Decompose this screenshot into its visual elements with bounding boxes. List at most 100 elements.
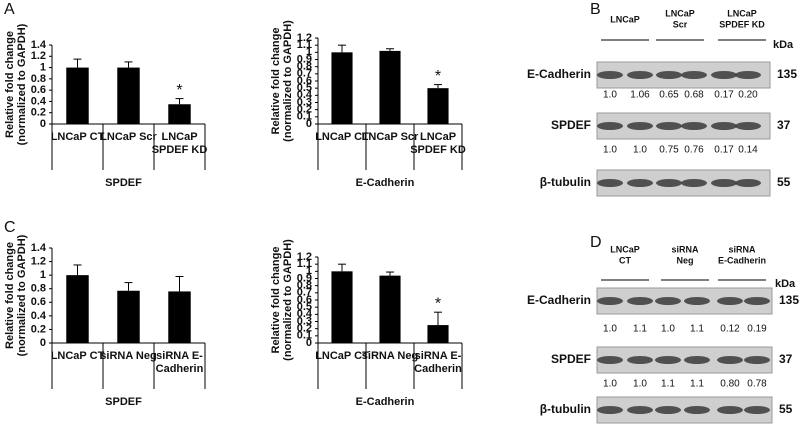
band-quantification: 1.1 — [661, 379, 675, 390]
y-tick-label: 1.2 — [31, 50, 46, 62]
blot-band — [656, 122, 682, 130]
bar — [379, 275, 401, 343]
blot-band — [744, 297, 770, 305]
band-quantification: 1.1 — [690, 324, 704, 335]
bar — [379, 50, 401, 124]
blot-band — [597, 406, 623, 414]
blot-band — [735, 71, 761, 79]
y-axis-label: Relative fold change — [4, 242, 16, 349]
blot-band — [655, 406, 681, 414]
molecular-weight: 135 — [779, 293, 799, 307]
unit-label: kDa — [773, 39, 794, 51]
bar — [427, 325, 449, 343]
y-tick-label: 1.2 — [31, 255, 46, 267]
band-quantification: 1.0 — [633, 145, 647, 156]
band-quantification: 0.76 — [684, 145, 704, 156]
blot-band — [711, 71, 737, 79]
x-tick-label: Cadherin — [414, 363, 462, 375]
molecular-weight: 135 — [777, 67, 797, 81]
lane-group-label: CT — [619, 255, 631, 265]
panel-label: A — [4, 1, 15, 18]
y-tick-label: 0.8 — [31, 73, 46, 85]
bar — [117, 67, 140, 124]
y-tick-label: 0 — [306, 337, 312, 349]
y-tick-label: 0 — [40, 118, 46, 130]
x-tick-label: siRNA E- — [156, 350, 203, 362]
blot-band — [711, 179, 737, 187]
blot-band — [744, 406, 770, 414]
blot-row-label: E-Cadherin — [527, 67, 591, 81]
y-tick-label: 0.9 — [297, 53, 312, 65]
x-tick-label: LNCaP — [161, 131, 197, 143]
y-tick-label: 1.1 — [297, 258, 312, 270]
blot-band — [656, 179, 682, 187]
y-tick-label: 1 — [306, 265, 312, 277]
y-tick-label: 0.4 — [31, 310, 47, 322]
y-tick-label: 0.6 — [297, 75, 312, 87]
band-quantification: 0.65 — [659, 90, 679, 101]
band-quantification: 0.75 — [659, 145, 679, 156]
blot-band — [627, 71, 653, 79]
y-tick-label: 1.4 — [31, 39, 47, 51]
band-quantification: 0.12 — [720, 324, 740, 335]
y-tick-label: 0.7 — [297, 68, 312, 80]
y-axis-label: Relative fold change — [4, 31, 16, 138]
y-tick-label: 0 — [306, 118, 312, 130]
blot-band — [744, 356, 770, 364]
x-tick-label: siRNA Neg — [100, 350, 156, 362]
y-tick-label: 0.8 — [297, 61, 312, 73]
y-tick-label: 0.7 — [297, 287, 312, 299]
blot-band — [684, 297, 710, 305]
blot-band — [711, 122, 737, 130]
y-tick-label: 0.8 — [31, 283, 46, 295]
annotation: * — [435, 295, 441, 312]
blot-band — [717, 356, 743, 364]
band-quantification: 0.80 — [720, 379, 740, 390]
bar — [331, 271, 353, 343]
band-quantification: 0.17 — [714, 145, 734, 156]
blot-row-label: β-tubulin — [540, 402, 591, 416]
lane-group-label: LNCaP — [610, 14, 640, 24]
y-axis-label: (normalized to GAPDH) — [16, 234, 28, 356]
molecular-weight: 55 — [779, 402, 793, 416]
blot-band — [735, 122, 761, 130]
band-quantification: 0.14 — [738, 145, 758, 156]
x-tick-label: Cadherin — [156, 363, 204, 375]
molecular-weight: 37 — [777, 118, 791, 132]
bar — [168, 104, 191, 124]
x-axis-label: SPDEF — [105, 396, 142, 408]
band-quantification: 0.19 — [747, 324, 767, 335]
y-tick-label: 1.1 — [297, 39, 312, 51]
y-tick-label: 0.4 — [31, 95, 47, 107]
y-axis-label: Relative fold change — [270, 247, 282, 354]
band-quantification: 0.68 — [684, 90, 704, 101]
unit-label: kDa — [775, 278, 796, 290]
blot-band — [717, 297, 743, 305]
y-tick-label: 0.5 — [297, 301, 312, 313]
blot-band — [597, 297, 623, 305]
x-tick-label: LNCaP CT — [315, 131, 369, 143]
x-tick-label: siRNA E- — [415, 350, 462, 362]
blot-band — [627, 406, 653, 414]
blot-band — [681, 122, 707, 130]
y-tick-label: 0.2 — [31, 107, 46, 119]
y-tick-label: 1 — [40, 269, 46, 281]
lane-group-label: siRNA — [728, 244, 756, 254]
y-tick-label: 0.4 — [297, 89, 313, 101]
band-quantification: 1.0 — [603, 324, 617, 335]
y-axis-label: (normalized to GAPDH) — [282, 20, 294, 142]
lane-group-label: SPDEF KD — [719, 19, 765, 29]
blot-row-label: SPDEF — [551, 118, 591, 132]
band-quantification: 0.20 — [738, 90, 758, 101]
x-tick-label: LNCaP CT — [51, 131, 105, 143]
band-quantification: 1.1 — [633, 324, 647, 335]
x-tick-label: SPDEF KD — [152, 144, 208, 156]
bar — [427, 88, 449, 124]
blot-band — [717, 406, 743, 414]
lane-group-label: Scr — [673, 19, 688, 29]
bar — [66, 275, 89, 343]
band-quantification: 1.0 — [661, 324, 675, 335]
blot-band — [597, 122, 623, 130]
y-tick-label: 1.2 — [297, 251, 312, 263]
